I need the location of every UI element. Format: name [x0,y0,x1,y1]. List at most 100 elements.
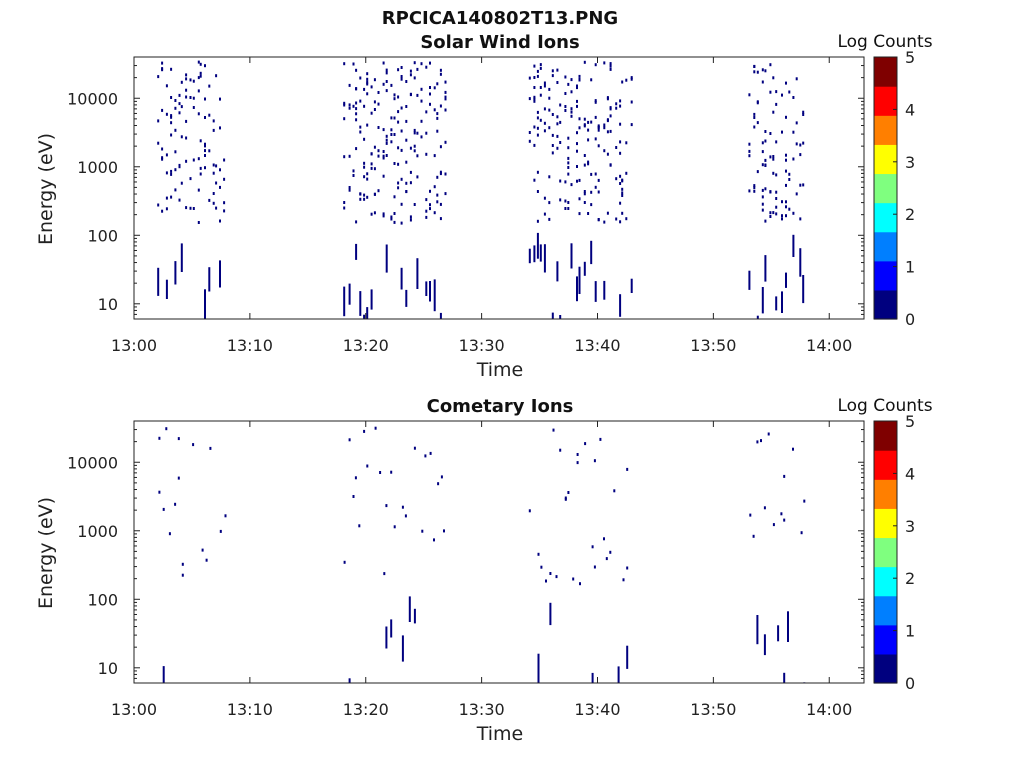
data-cell [785,169,787,173]
data-cell [603,537,605,541]
data-cell [533,245,536,263]
data-cell [551,113,554,116]
data-cell [439,202,442,206]
data-cell [548,217,551,221]
data-cell [533,99,536,103]
data-cell [377,126,380,129]
data-cell [208,149,211,153]
data-cell [567,491,570,494]
plot-frame [133,56,865,320]
data-cell [763,506,766,510]
data-cell [756,100,759,104]
data-cell [413,446,416,450]
data-cell [609,107,612,111]
data-cell [802,113,805,116]
data-cell [343,101,346,105]
data-cell [185,95,188,99]
data-cell [185,119,188,123]
data-cell [761,80,764,84]
data-cell [606,130,609,134]
data-cell [549,572,552,575]
colorbar-tick-label: 1 [905,258,915,277]
data-cell [170,195,173,199]
data-cell [764,130,767,133]
colorbar-segment [874,86,897,116]
data-cell [587,162,590,166]
data-cell [352,495,355,498]
data-cell [416,258,419,289]
data-cell [209,446,212,450]
data-cell [382,154,385,158]
data-cell [420,135,423,139]
data-cell [606,152,609,156]
data-cell [400,106,403,110]
data-cell [539,118,542,122]
data-cell [354,476,357,480]
data-cell [165,196,168,200]
data-cell [219,168,221,172]
data-cell [533,86,536,89]
data-cell [605,557,608,561]
data-cell [619,122,622,126]
data-cell [567,156,570,160]
data-cell [158,436,161,440]
data-cell [405,138,408,142]
data-cell [390,619,393,638]
data-cell [359,192,362,196]
data-cell [576,149,578,153]
data-cell [359,76,362,80]
data-cell [348,283,351,305]
data-cell [761,141,764,145]
data-cell [439,145,442,149]
data-cell [775,296,778,311]
data-cell [178,198,181,202]
data-cell [597,190,600,194]
data-cell [348,106,351,110]
data-cell [219,260,221,288]
data-cell [583,163,586,167]
data-cell [617,666,620,683]
colorbar-tick-label: 3 [905,517,915,536]
data-cell [799,248,802,277]
data-cell [405,181,408,185]
data-cell [802,110,805,114]
data-cell [613,489,616,493]
data-cell [208,198,211,202]
data-cell [397,186,400,190]
data-cell [363,104,366,108]
data-cell [439,72,442,76]
data-cell [630,123,633,127]
data-cell [609,64,612,68]
data-cell [393,93,396,97]
data-cell [393,97,396,101]
data-cell [439,217,442,221]
data-cell [170,96,173,99]
data-cell [788,172,791,176]
data-cell [170,169,173,173]
data-cell [625,171,628,175]
data-cell [382,82,385,86]
data-cell [567,146,570,150]
data-cell [208,84,211,88]
colorbar-segment [874,508,897,539]
data-cell [615,106,618,110]
data-cell [385,80,388,83]
data-cell [436,82,439,86]
data-cell [409,92,412,96]
data-cell [536,110,539,114]
data-cell [161,156,164,160]
data-cell [174,168,177,172]
data-cell [363,197,366,201]
data-cell [363,137,366,141]
data-cell [366,82,369,86]
data-cell [409,218,412,222]
data-cell [570,110,573,114]
data-cell [444,80,447,84]
data-cell [578,126,581,130]
colorbar-segment [874,144,897,175]
data-cell [366,72,369,76]
data-cell [606,119,609,123]
data-cell [800,531,803,535]
data-cell [189,78,192,82]
data-cell [363,165,366,169]
